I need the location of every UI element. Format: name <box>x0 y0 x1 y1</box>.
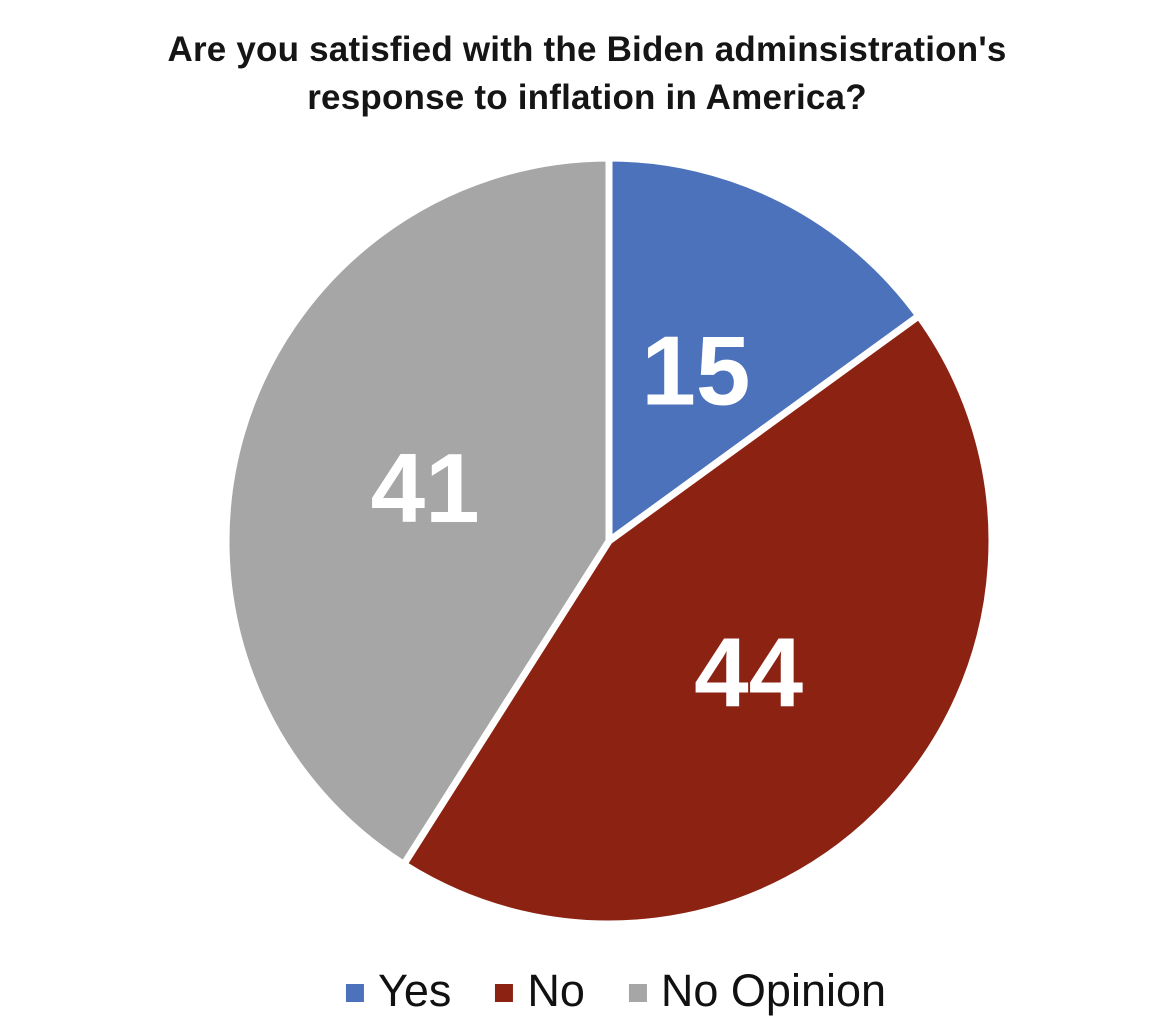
legend-item-yes: Yes <box>345 965 452 1016</box>
pie-label-yes: 15 <box>641 316 750 426</box>
legend-label-no: No <box>527 965 585 1016</box>
legend-swatch-yes <box>345 983 364 1002</box>
chart-title-line-1: Are you satisfied with the Biden adminsi… <box>167 30 1007 69</box>
pie-label-no: 44 <box>694 617 803 727</box>
legend-label-yes: Yes <box>377 965 452 1016</box>
pie-slice-yes <box>605 154 923 545</box>
chart-title-line-2: response to inflation in America? <box>307 78 867 117</box>
chart-title: Are you satisfied with the Biden adminsi… <box>0 26 1174 122</box>
legend-item-no-opinion: No Opinion <box>628 965 887 1016</box>
pie-label-no-opinion: 41 <box>371 433 480 543</box>
legend-label-no-opinion: No Opinion <box>660 965 887 1016</box>
pie-chart: 15 44 41 <box>222 154 996 928</box>
legend-item-no: No <box>495 966 585 1016</box>
pie-slice-no-opinion <box>222 154 613 868</box>
legend-swatch-no-opinion <box>628 983 647 1002</box>
pie-slice-no <box>400 312 996 928</box>
legend-swatch-no <box>495 983 514 1002</box>
chart-legend: Yes No No Opinion <box>345 965 887 1016</box>
